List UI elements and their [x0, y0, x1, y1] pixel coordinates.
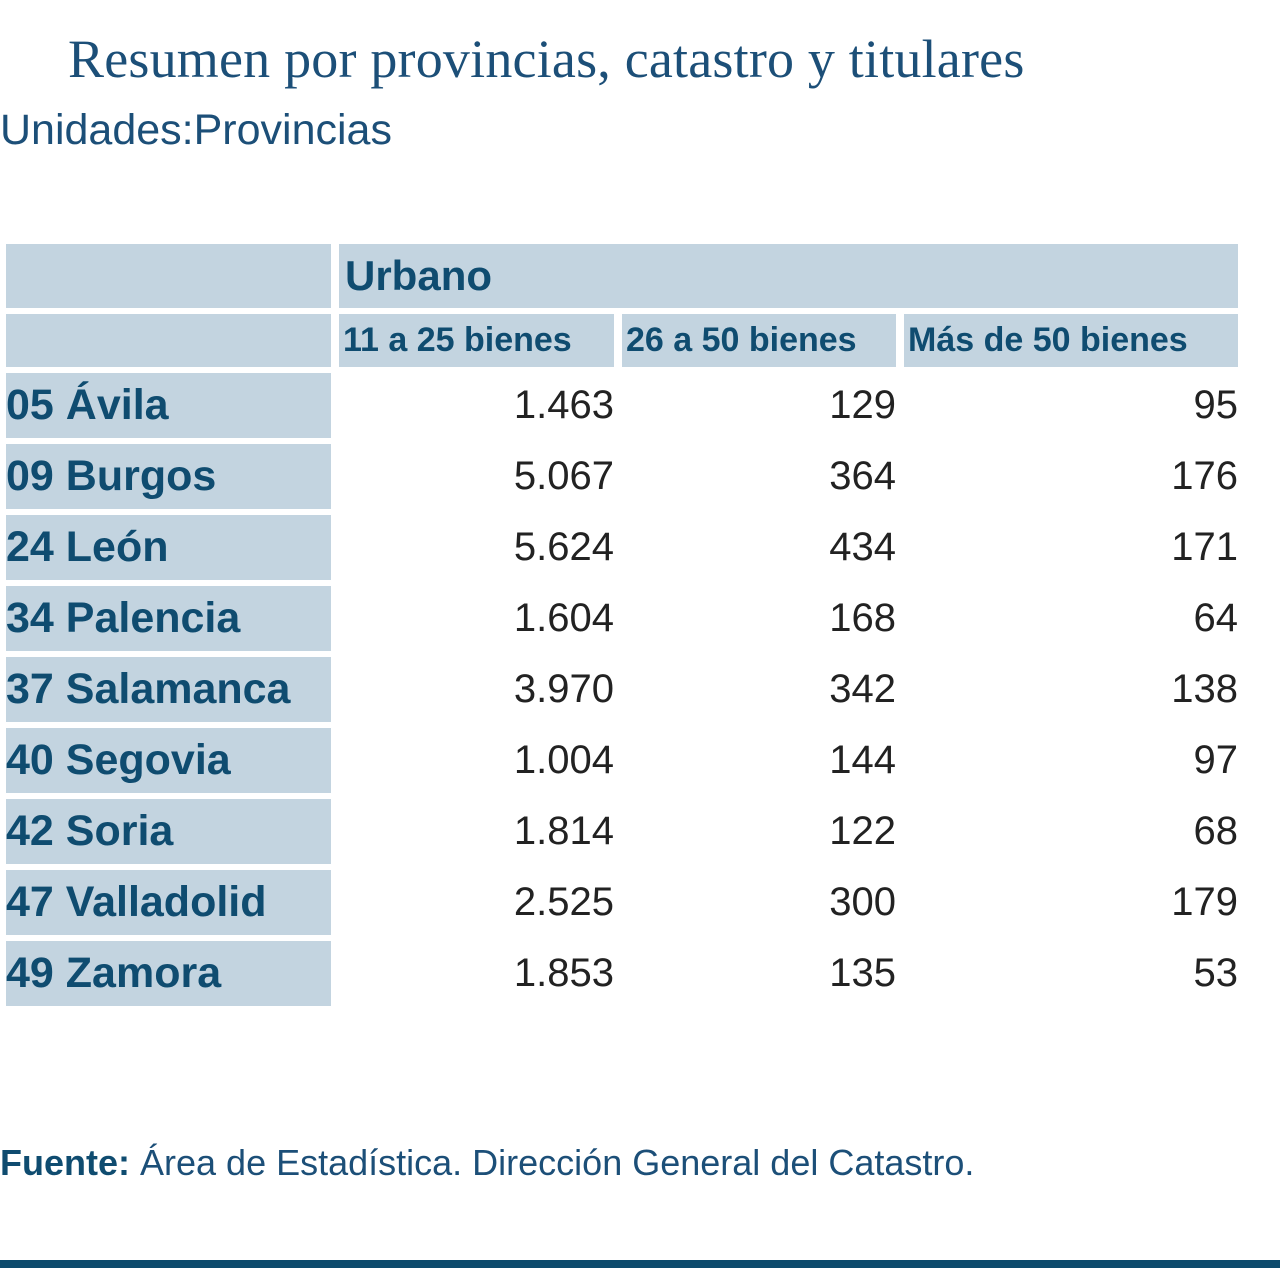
column-header-row: 11 a 25 bienes 26 a 50 bienes Más de 50 …	[6, 314, 1238, 367]
cell: 1.004	[513, 738, 614, 782]
cell: 97	[1193, 738, 1239, 782]
cell: 168	[829, 596, 896, 640]
table-row: 49 Zamora 1.853 135 53	[6, 941, 1238, 1006]
table-row: 40 Segovia 1.004 144 97	[6, 728, 1238, 793]
units-label: Unidades:Provincias	[0, 106, 392, 154]
column-header: 26 a 50 bienes	[622, 314, 896, 367]
row-label: 34 Palencia	[6, 586, 331, 651]
cell: 3.970	[513, 667, 614, 711]
table-row: 09 Burgos 5.067 364 176	[6, 444, 1238, 509]
cell: 144	[829, 738, 896, 782]
data-table: Urbano 11 a 25 bienes 26 a 50 bienes Más…	[0, 238, 1246, 1012]
table-row: 05 Ávila 1.463 129 95	[6, 373, 1238, 438]
cell: 176	[1171, 454, 1238, 498]
cell: 179	[1171, 880, 1238, 924]
cell: 68	[1193, 809, 1239, 853]
corner-cell	[6, 244, 331, 308]
source-note: Fuente: Área de Estadística. Dirección G…	[0, 1142, 974, 1184]
cell: 129	[829, 383, 896, 427]
table-row: 24 León 5.624 434 171	[6, 515, 1238, 580]
cell: 1.604	[513, 596, 614, 640]
cell: 5.624	[513, 525, 614, 569]
bottom-divider	[0, 1260, 1280, 1268]
cell: 300	[829, 880, 896, 924]
cell: 1.853	[513, 951, 614, 995]
cell: 2.525	[513, 880, 614, 924]
table-row: 34 Palencia 1.604 168 64	[6, 586, 1238, 651]
cell: 1.814	[513, 809, 614, 853]
table-row: 42 Soria 1.814 122 68	[6, 799, 1238, 864]
row-label: 24 León	[6, 515, 331, 580]
row-label: 37 Salamanca	[6, 657, 331, 722]
column-header: 11 a 25 bienes	[339, 314, 614, 367]
cell: 1.463	[513, 383, 614, 427]
cell: 364	[829, 454, 896, 498]
table-row: 37 Salamanca 3.970 342 138	[6, 657, 1238, 722]
cell: 138	[1171, 667, 1238, 711]
page-title: Resumen por provincias, catastro y titul…	[68, 29, 1025, 89]
cell: 171	[1171, 525, 1238, 569]
cell: 5.067	[513, 454, 614, 498]
source-text: Área de Estadística. Dirección General d…	[130, 1142, 975, 1183]
table-row: 47 Valladolid 2.525 300 179	[6, 870, 1238, 935]
corner-cell	[6, 314, 331, 367]
row-label: 42 Soria	[6, 799, 331, 864]
cell: 135	[829, 951, 896, 995]
cell: 53	[1193, 951, 1239, 995]
cell: 342	[829, 667, 896, 711]
cell: 95	[1193, 383, 1239, 427]
row-label: 05 Ávila	[6, 373, 331, 438]
row-label: 40 Segovia	[6, 728, 331, 793]
cell: 122	[829, 809, 896, 853]
source-label: Fuente:	[0, 1142, 130, 1183]
row-label: 09 Burgos	[6, 444, 331, 509]
row-label: 49 Zamora	[6, 941, 331, 1006]
row-label: 47 Valladolid	[6, 870, 331, 935]
column-header: Más de 50 bienes	[904, 314, 1238, 367]
group-header-urbano: Urbano	[339, 244, 1238, 308]
cell: 434	[829, 525, 896, 569]
cell: 64	[1193, 596, 1239, 640]
group-header-row: Urbano	[6, 244, 1238, 308]
